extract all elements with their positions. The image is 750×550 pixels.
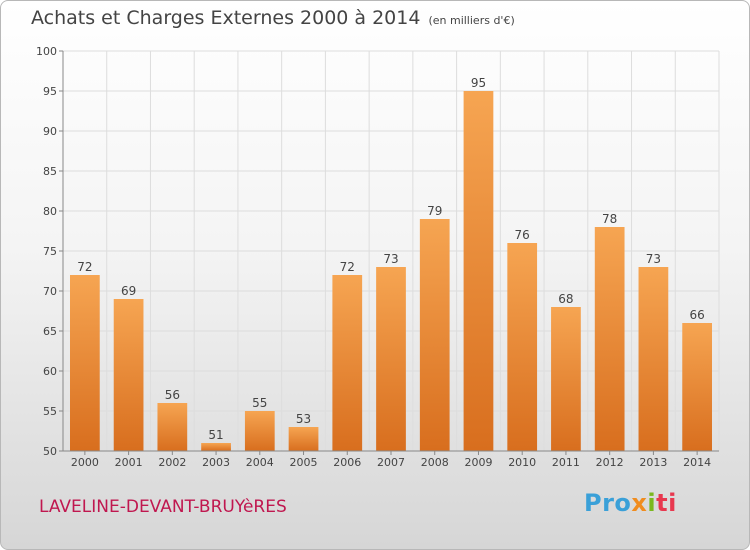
labels: 50 55 60 65 70 75 80 85 90 95 100 72 2000 69 2001 56 200… [36, 45, 711, 469]
y-tick-label: 60 [43, 365, 57, 378]
x-tick-label-2005: 2005 [290, 456, 318, 469]
proxiti-logo: Proxiti [584, 489, 677, 517]
x-tick-label-2002: 2002 [158, 456, 186, 469]
data-label-2014: 66 [689, 308, 704, 322]
bar-2002 [157, 403, 188, 451]
y-tick-label: 55 [43, 405, 57, 418]
bar-2010 [507, 243, 538, 451]
x-tick-label-2012: 2012 [596, 456, 624, 469]
data-label-2005: 53 [296, 412, 311, 426]
bar-2011 [551, 307, 581, 451]
x-tick-label-2011: 2011 [552, 456, 580, 469]
bar-2004 [244, 411, 275, 451]
bar-2009 [463, 91, 494, 451]
bars [69, 91, 713, 451]
x-tick-label-2000: 2000 [71, 456, 99, 469]
bar-2003 [201, 443, 231, 451]
bar-2006 [332, 275, 363, 451]
bar-2008 [419, 219, 450, 451]
chart-subtitle: (en milliers d'€) [428, 14, 515, 27]
data-label-2012: 78 [602, 212, 617, 226]
data-label-2006: 72 [340, 260, 355, 274]
x-tick-label-2007: 2007 [377, 456, 405, 469]
y-tick-label: 65 [43, 325, 57, 338]
bar-2001 [113, 299, 144, 451]
y-tick-label: 85 [43, 165, 57, 178]
y-tick-label: 95 [43, 85, 57, 98]
x-tick-label-2010: 2010 [508, 456, 536, 469]
chart-title: Achats et Charges Externes 2000 à 2014 [31, 7, 421, 29]
data-label-2007: 73 [383, 252, 398, 266]
x-tick-label-2009: 2009 [464, 456, 492, 469]
data-label-2013: 73 [646, 252, 661, 266]
commune-name: LAVELINE-DEVANT-BRUYèRES [39, 497, 287, 517]
x-tick-label-2006: 2006 [333, 456, 361, 469]
bar-2007 [376, 267, 406, 451]
x-tick-label-2001: 2001 [115, 456, 143, 469]
axes [59, 50, 719, 455]
data-label-2009: 95 [471, 76, 486, 90]
y-tick-label: 80 [43, 205, 57, 218]
data-label-2001: 69 [121, 284, 136, 298]
y-tick-label: 50 [43, 445, 57, 458]
data-label-2010: 76 [515, 228, 530, 242]
x-tick-label-2003: 2003 [202, 456, 230, 469]
x-tick-label-2004: 2004 [246, 456, 274, 469]
y-tick-label: 75 [43, 245, 57, 258]
data-label-2004: 55 [252, 396, 267, 410]
x-tick-label-2013: 2013 [639, 456, 667, 469]
bar-2013 [638, 267, 669, 451]
y-tick-label: 90 [43, 125, 57, 138]
x-tick-label-2014: 2014 [683, 456, 711, 469]
bar-2012 [594, 227, 625, 451]
data-label-2003: 51 [208, 428, 223, 442]
data-label-2011: 68 [558, 292, 573, 306]
data-label-2008: 79 [427, 204, 442, 218]
bar-2014 [682, 323, 713, 451]
data-label-2000: 72 [77, 260, 92, 274]
y-tick-label: 100 [36, 45, 57, 58]
chart-title-block: Achats et Charges Externes 2000 à 2014 (e… [31, 7, 515, 29]
y-tick-label: 70 [43, 285, 57, 298]
x-tick-label-2008: 2008 [421, 456, 449, 469]
bar-2005 [288, 427, 319, 451]
data-label-2002: 56 [165, 388, 180, 402]
bar-2000 [69, 275, 100, 451]
